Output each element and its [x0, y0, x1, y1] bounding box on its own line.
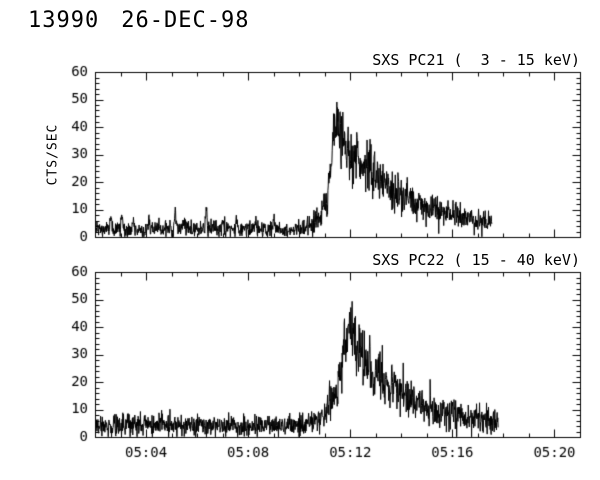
observation-id: 13990 — [28, 8, 100, 33]
observation-header: 13990 26-DEC-98 — [28, 8, 249, 33]
panel-title-pc21: SXS PC21 ( 3 - 15 keV) — [372, 51, 580, 69]
y-axis-label: CTS/SEC — [45, 123, 61, 186]
panel-title-pc22: SXS PC22 ( 15 - 40 keV) — [372, 251, 580, 269]
observation-date: 26-DEC-98 — [121, 8, 250, 33]
